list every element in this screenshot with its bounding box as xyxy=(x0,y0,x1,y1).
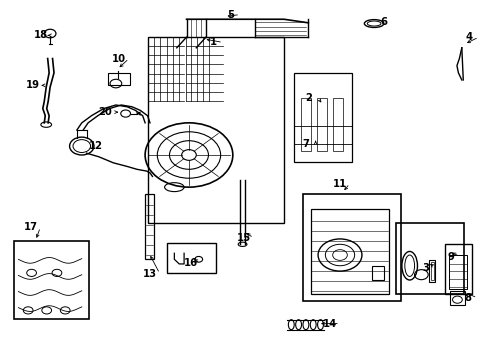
Text: 12: 12 xyxy=(88,141,102,151)
Text: 1: 1 xyxy=(210,37,217,48)
Bar xyxy=(167,243,216,273)
Text: 10: 10 xyxy=(112,54,126,64)
Bar xyxy=(445,244,471,294)
Bar xyxy=(333,98,343,152)
Text: 20: 20 xyxy=(98,107,112,117)
Bar xyxy=(145,194,154,258)
Text: 11: 11 xyxy=(333,179,347,189)
Bar xyxy=(449,255,467,289)
Bar xyxy=(14,241,89,319)
Text: 16: 16 xyxy=(183,258,197,268)
Text: 14: 14 xyxy=(323,319,338,329)
Text: 8: 8 xyxy=(464,293,471,303)
Text: 5: 5 xyxy=(227,10,234,19)
Text: 6: 6 xyxy=(380,17,388,27)
Bar xyxy=(303,194,401,301)
Text: 7: 7 xyxy=(302,139,309,149)
Text: 2: 2 xyxy=(305,93,312,103)
Text: 9: 9 xyxy=(447,252,454,262)
Bar xyxy=(311,208,389,294)
Bar xyxy=(147,37,284,223)
Text: 4: 4 xyxy=(466,32,473,42)
Text: 17: 17 xyxy=(24,222,38,232)
Bar xyxy=(108,73,129,85)
Bar xyxy=(429,260,435,282)
Bar xyxy=(431,262,434,280)
Text: 15: 15 xyxy=(237,233,251,243)
Bar xyxy=(294,73,352,162)
Bar xyxy=(450,292,465,305)
Bar xyxy=(372,266,384,280)
Text: 13: 13 xyxy=(143,269,157,279)
Text: 19: 19 xyxy=(26,80,40,90)
Text: 18: 18 xyxy=(34,30,49,40)
Bar xyxy=(396,223,464,294)
Text: 3: 3 xyxy=(422,262,429,273)
Bar xyxy=(301,98,311,152)
Bar xyxy=(317,98,327,152)
